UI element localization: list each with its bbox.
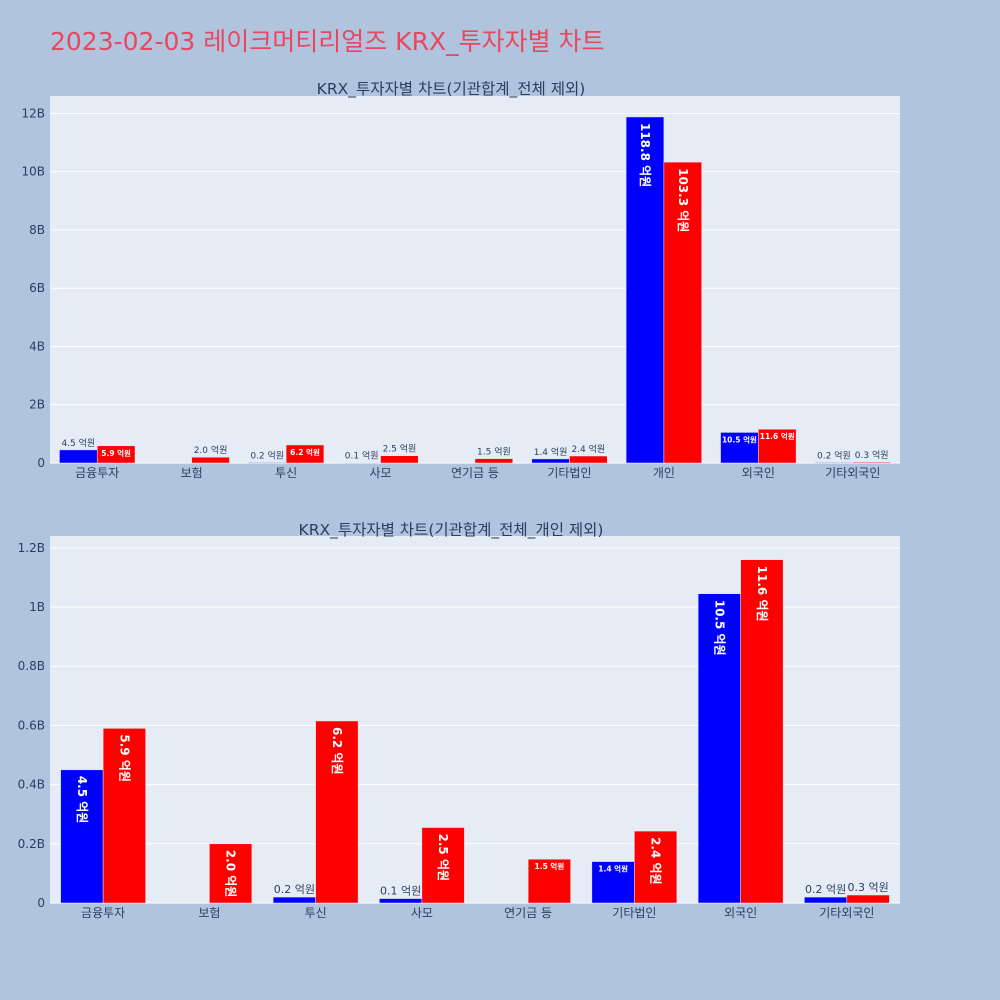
bar[interactable]	[315, 720, 359, 904]
data-label: 10.5 억원	[712, 600, 726, 656]
x-tick-label: 외국인	[742, 466, 775, 480]
data-label: 4.5 억원	[75, 776, 89, 824]
data-label: 11.6 억원	[755, 566, 769, 622]
bar[interactable]	[591, 861, 635, 904]
data-label: 5.9 억원	[117, 734, 131, 782]
y-tick-label: 10B	[21, 165, 45, 179]
y-tick-label: 1.2B	[18, 541, 45, 555]
data-label: 2.4 억원	[571, 443, 605, 455]
page-title: 2023-02-03 레이크머티리얼즈 KRX_투자자별 차트	[50, 27, 605, 56]
data-label: 0.2 억원	[250, 449, 284, 461]
x-tick-label: 사모	[370, 466, 392, 480]
bar[interactable]	[531, 458, 570, 464]
bar[interactable]	[380, 455, 419, 464]
bar[interactable]	[248, 462, 287, 464]
x-tick-label: 투신	[305, 906, 327, 920]
data-label: 4.5 억원	[61, 437, 95, 449]
x-tick-label: 투신	[275, 466, 297, 480]
y-tick-label: 6B	[29, 281, 45, 295]
y-tick-label: 4B	[29, 339, 45, 353]
bar[interactable]	[527, 858, 571, 904]
y-tick-label: 0.2B	[18, 837, 45, 851]
data-label: 1.4 억원	[598, 864, 628, 874]
y-tick-label: 0.8B	[18, 659, 45, 673]
y-tick-label: 0.4B	[18, 778, 45, 792]
data-label: 0.2 억원	[805, 883, 846, 896]
bar[interactable]	[740, 559, 784, 904]
chart-investor-all: 0 2B 4B 6B 8B 10B 12B KRX_투자자별 차트(기관합계_전체 제외) 금융…	[21, 80, 900, 480]
bar[interactable]	[285, 444, 325, 464]
data-label: 6.2 억원	[330, 727, 344, 775]
x-tick-label: 연기금 등	[504, 906, 552, 920]
data-label: 6.2 억원	[290, 447, 320, 457]
y-tick-label: 1B	[29, 600, 45, 614]
bar[interactable]	[474, 458, 514, 464]
y-tick-label: 12B	[21, 106, 45, 120]
bar[interactable]	[758, 428, 797, 464]
bar[interactable]	[209, 843, 253, 904]
chart-investor-excl-individual: 0 0.2B 0.4B 0.6B 0.8B 1B 1.2B KRX_투자자별 차트(기관합계_…	[18, 521, 900, 920]
x-tick-label: 연기금 등	[451, 466, 499, 480]
x-tick-label: 보험	[181, 466, 203, 480]
bar[interactable]	[569, 455, 608, 464]
x-tick-label: 기타외국인	[819, 906, 874, 920]
bar[interactable]	[421, 827, 465, 904]
bar[interactable]	[59, 449, 98, 464]
chart-title: KRX_투자자별 차트(기관합계_전체_개인 제외)	[299, 521, 604, 540]
bar[interactable]	[625, 116, 665, 464]
bar[interactable]	[720, 432, 759, 464]
data-label: 0.2 억원	[274, 883, 315, 896]
chart-title: KRX_투자자별 차트(기관합계_전체 제외)	[317, 80, 586, 99]
bar[interactable]	[663, 161, 702, 464]
x-tick-label: 기타법인	[547, 466, 591, 480]
data-label: 11.6 억원	[760, 431, 795, 441]
bar[interactable]	[804, 896, 848, 904]
x-tick-label: 외국인	[724, 906, 757, 920]
x-tick-label: 개인	[653, 466, 675, 480]
bar[interactable]	[191, 456, 230, 464]
bar[interactable]	[272, 896, 316, 904]
bar[interactable]	[852, 461, 891, 464]
data-label: 118.8 억원	[638, 123, 652, 187]
bar[interactable]	[846, 894, 890, 904]
data-label: 103.3 억원	[676, 168, 690, 232]
y-tick-label: 2B	[29, 398, 45, 412]
x-tick-label: 기타법인	[612, 906, 656, 920]
data-label: 2.5 억원	[436, 834, 450, 882]
x-tick-label: 금융투자	[81, 906, 125, 920]
data-label: 2.0 억원	[194, 444, 228, 456]
data-label: 0.2 억원	[817, 449, 851, 461]
data-label: 0.3 억원	[848, 881, 889, 894]
data-label: 1.5 억원	[477, 446, 511, 458]
data-label: 1.4 억원	[534, 446, 568, 458]
data-label: 2.4 억원	[649, 837, 663, 885]
x-tick-label: 사모	[411, 906, 433, 920]
bar[interactable]	[634, 830, 678, 904]
bar[interactable]	[96, 445, 136, 464]
data-label: 0.1 억원	[380, 885, 421, 898]
y-tick-label: 0	[37, 456, 45, 470]
data-label: 5.9 억원	[101, 448, 131, 458]
bar[interactable]	[102, 728, 146, 904]
data-label: 2.0 억원	[224, 850, 238, 898]
data-label: 10.5 억원	[722, 434, 757, 444]
x-tick-label: 금융투자	[75, 466, 119, 480]
y-tick-label: 8B	[29, 223, 45, 237]
data-label: 1.5 억원	[535, 861, 565, 871]
bar[interactable]	[697, 593, 741, 904]
data-label: 0.1 억원	[345, 450, 379, 462]
data-label: 0.3 억원	[855, 449, 889, 461]
x-tick-label: 기타외국인	[825, 466, 880, 480]
data-label: 2.5 억원	[383, 443, 417, 455]
y-tick-label: 0.6B	[18, 718, 45, 732]
plot-area	[50, 96, 900, 463]
x-tick-label: 보험	[198, 906, 220, 920]
bar[interactable]	[379, 898, 423, 904]
y-tick-label: 0	[37, 896, 45, 910]
bar[interactable]	[814, 462, 854, 464]
